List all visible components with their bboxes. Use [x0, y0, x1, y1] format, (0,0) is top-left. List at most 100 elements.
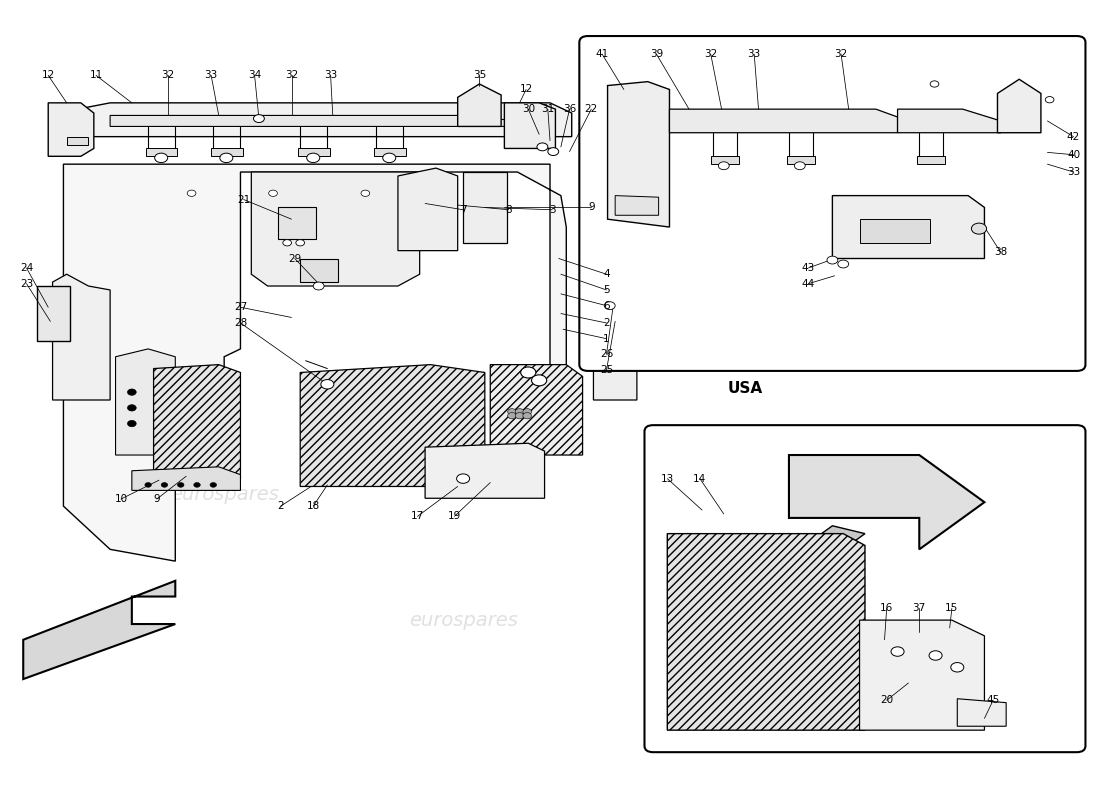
Circle shape — [128, 421, 136, 426]
Polygon shape — [786, 156, 815, 164]
Text: 26: 26 — [600, 350, 613, 359]
Circle shape — [187, 190, 196, 196]
Text: 15: 15 — [945, 603, 958, 614]
Circle shape — [930, 650, 942, 660]
Circle shape — [307, 153, 320, 162]
Polygon shape — [278, 207, 317, 239]
Text: 40: 40 — [1067, 150, 1080, 160]
Text: 7: 7 — [460, 205, 466, 214]
Polygon shape — [668, 534, 865, 730]
Polygon shape — [833, 196, 984, 258]
Text: 11: 11 — [89, 70, 102, 80]
Circle shape — [1045, 97, 1054, 103]
Polygon shape — [711, 156, 739, 164]
Circle shape — [210, 482, 217, 487]
Text: 13: 13 — [661, 474, 674, 484]
Polygon shape — [110, 115, 517, 126]
Circle shape — [145, 482, 152, 487]
Text: 32: 32 — [835, 49, 848, 59]
Polygon shape — [458, 84, 502, 126]
FancyBboxPatch shape — [580, 36, 1086, 371]
Polygon shape — [789, 526, 865, 561]
Circle shape — [971, 223, 987, 234]
Circle shape — [253, 114, 264, 122]
Text: 18: 18 — [307, 501, 320, 511]
FancyBboxPatch shape — [645, 425, 1086, 752]
Text: 36: 36 — [563, 104, 576, 114]
Polygon shape — [670, 109, 898, 133]
Polygon shape — [154, 365, 241, 478]
Polygon shape — [37, 286, 70, 341]
Circle shape — [950, 662, 964, 672]
Polygon shape — [607, 82, 670, 227]
Text: 23: 23 — [20, 278, 33, 289]
Circle shape — [361, 190, 370, 196]
Circle shape — [838, 260, 849, 268]
Text: 1: 1 — [603, 334, 609, 344]
Polygon shape — [132, 467, 241, 490]
Text: 44: 44 — [802, 278, 815, 289]
Circle shape — [604, 302, 615, 310]
Text: 21: 21 — [238, 194, 251, 205]
Circle shape — [128, 405, 136, 411]
Circle shape — [537, 143, 548, 151]
Polygon shape — [64, 164, 566, 561]
Text: 14: 14 — [693, 474, 706, 484]
Circle shape — [520, 367, 536, 378]
Polygon shape — [491, 365, 583, 455]
Text: 20: 20 — [880, 695, 893, 706]
Text: 29: 29 — [288, 254, 301, 263]
Circle shape — [515, 413, 524, 419]
Circle shape — [531, 375, 547, 386]
Text: 32: 32 — [285, 70, 298, 80]
Text: 33: 33 — [205, 70, 218, 80]
Polygon shape — [374, 149, 406, 156]
Text: 24: 24 — [20, 263, 33, 273]
Polygon shape — [116, 349, 175, 455]
Polygon shape — [398, 168, 458, 250]
Polygon shape — [917, 156, 945, 164]
Circle shape — [507, 409, 516, 415]
Text: 2: 2 — [603, 318, 609, 328]
Text: 2: 2 — [277, 501, 284, 511]
Text: eurospares: eurospares — [169, 485, 278, 504]
Text: 17: 17 — [411, 511, 425, 522]
Polygon shape — [211, 149, 243, 156]
Text: eurospares: eurospares — [820, 582, 889, 595]
Circle shape — [128, 389, 136, 395]
Polygon shape — [425, 443, 544, 498]
Text: 16: 16 — [880, 603, 893, 614]
Polygon shape — [505, 103, 556, 149]
Text: 28: 28 — [234, 318, 248, 328]
Polygon shape — [146, 149, 177, 156]
Polygon shape — [789, 455, 984, 550]
Text: 6: 6 — [603, 301, 609, 310]
Text: 32: 32 — [161, 70, 174, 80]
Circle shape — [296, 240, 305, 246]
Text: 19: 19 — [448, 511, 461, 522]
Polygon shape — [77, 103, 572, 137]
Polygon shape — [615, 196, 659, 215]
Text: 27: 27 — [234, 302, 248, 312]
Text: 12: 12 — [42, 70, 55, 80]
Text: 41: 41 — [595, 49, 608, 59]
Polygon shape — [67, 137, 88, 145]
Text: 35: 35 — [473, 70, 486, 80]
Text: 32: 32 — [704, 49, 717, 59]
Circle shape — [268, 190, 277, 196]
Polygon shape — [300, 365, 485, 486]
Text: 3: 3 — [549, 205, 556, 214]
Text: 9: 9 — [588, 202, 595, 213]
Text: eurospares: eurospares — [409, 610, 517, 630]
Text: eurospares: eurospares — [755, 182, 824, 194]
Polygon shape — [251, 172, 420, 286]
Polygon shape — [898, 109, 1001, 133]
Text: 38: 38 — [994, 247, 1008, 258]
Circle shape — [321, 379, 334, 389]
Text: 33: 33 — [1067, 167, 1080, 177]
Circle shape — [891, 647, 904, 656]
Text: 33: 33 — [324, 70, 338, 80]
Polygon shape — [53, 274, 110, 400]
Polygon shape — [593, 231, 637, 400]
Circle shape — [220, 153, 233, 162]
